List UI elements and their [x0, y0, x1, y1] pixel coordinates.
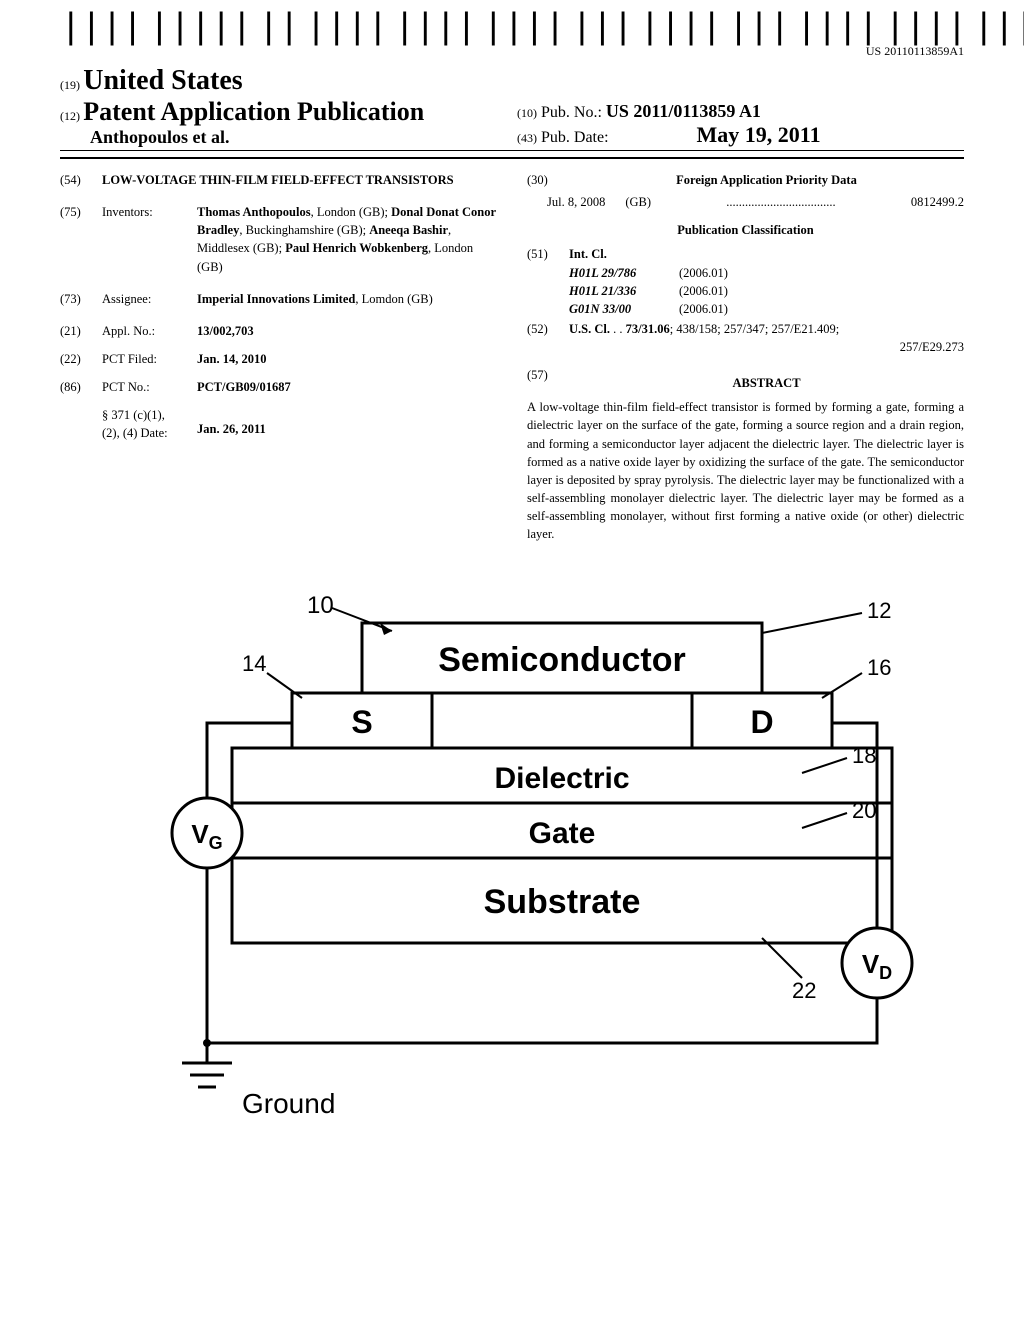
- transistor-diagram: Semiconductor S D Dielectric Gate Substr…: [60, 583, 964, 1143]
- ref-16: 16: [867, 655, 891, 680]
- ref-18: 18: [852, 743, 876, 768]
- code-75: (75): [60, 203, 102, 276]
- pub-date-label: Pub. Date:: [541, 129, 609, 146]
- field-86: (86) PCT No.: PCT/GB09/01687: [60, 378, 497, 396]
- prefix-12: (12): [60, 109, 80, 123]
- code-73: (73): [60, 290, 102, 308]
- ref-12: 12: [867, 598, 891, 623]
- label-drain: D: [750, 704, 773, 740]
- intcl-1-cls: H01L 21/336: [569, 282, 679, 300]
- label-source: S: [351, 704, 372, 740]
- label-inventors: Inventors:: [102, 203, 197, 276]
- inventors-value: Thomas Anthopoulos, London (GB); Donal D…: [197, 203, 497, 276]
- code-52: (52): [527, 320, 569, 356]
- left-column: (54) LOW-VOLTAGE THIN-FILM FIELD-EFFECT …: [60, 171, 497, 543]
- label-substrate: Substrate: [484, 883, 641, 921]
- country: United States: [83, 65, 242, 96]
- uscl-cont: 257/E29.273: [569, 338, 964, 356]
- code-86: (86): [60, 378, 102, 396]
- label-pctfiled: PCT Filed:: [102, 350, 197, 368]
- label-gate: Gate: [529, 817, 596, 850]
- uscl-first: 73/31.06: [626, 322, 670, 336]
- intcl-2-ver: (2006.01): [679, 300, 728, 318]
- right-column: (30) Foreign Application Priority Data J…: [527, 171, 964, 543]
- prefix-10: (10): [517, 106, 537, 120]
- pub-date-value: May 19, 2011: [697, 122, 821, 147]
- abstract-text: A low-voltage thin-film field-effect tra…: [527, 398, 964, 543]
- field-54: (54) LOW-VOLTAGE THIN-FILM FIELD-EFFECT …: [60, 171, 497, 189]
- assignee-value: Imperial Innovations Limited, Lomdon (GB…: [197, 290, 497, 308]
- ref-20: 20: [852, 798, 876, 823]
- label-intcl: Int. Cl.: [569, 245, 964, 263]
- foreign-heading: Foreign Application Priority Data: [569, 171, 964, 189]
- bibliographic-columns: (54) LOW-VOLTAGE THIN-FILM FIELD-EFFECT …: [60, 171, 964, 543]
- uscl-dots: . .: [613, 322, 622, 336]
- code-21: (21): [60, 322, 102, 340]
- field-73: (73) Assignee: Imperial Innovations Limi…: [60, 290, 497, 308]
- field-22: (22) PCT Filed: Jan. 14, 2010: [60, 350, 497, 368]
- foreign-country: (GB): [625, 193, 651, 211]
- code-51: (51): [527, 245, 569, 318]
- ref-22: 22: [792, 978, 816, 1003]
- label-semiconductor: Semiconductor: [438, 641, 685, 679]
- intcl-0-ver: (2006.01): [679, 264, 728, 282]
- field-30: (30) Foreign Application Priority Data: [527, 171, 964, 189]
- ref-10: 10: [307, 592, 334, 619]
- ref-14: 14: [242, 651, 266, 676]
- label-s371: § 371 (c)(1), (2), (4) Date:: [102, 406, 197, 442]
- field-51: (51) Int. Cl. H01L 29/786(2006.01) H01L …: [527, 245, 964, 318]
- authors-line: Anthopoulos et al.: [60, 127, 507, 148]
- label-vd-sub: D: [879, 963, 892, 983]
- label-vd: V: [862, 949, 880, 979]
- label-pctno: PCT No.:: [102, 378, 197, 396]
- code-22: (22): [60, 350, 102, 368]
- applno-value: 13/002,703: [197, 322, 497, 340]
- publication-type: Patent Application Publication: [83, 97, 424, 126]
- field-75: (75) Inventors: Thomas Anthopoulos, Lond…: [60, 203, 497, 276]
- label-vg-sub: G: [209, 833, 223, 853]
- title-text: LOW-VOLTAGE THIN-FILM FIELD-EFFECT TRANS…: [102, 171, 497, 189]
- field-86b: § 371 (c)(1), (2), (4) Date: Jan. 26, 20…: [60, 406, 497, 442]
- intcl-1-ver: (2006.01): [679, 282, 728, 300]
- label-uscl: U.S. Cl.: [569, 322, 610, 336]
- pctfiled-value: Jan. 14, 2010: [197, 350, 497, 368]
- code-54: (54): [60, 171, 102, 189]
- field-52: (52) U.S. Cl. . . 73/31.06; 438/158; 257…: [527, 320, 964, 356]
- header-block: (19) United States (12) Patent Applicati…: [60, 65, 964, 159]
- prefix-43: (43): [517, 131, 537, 145]
- prefix-19: (19): [60, 78, 80, 92]
- foreign-dots: ...................................: [651, 193, 911, 211]
- uscl-rest: ; 438/158; 257/347; 257/E21.409;: [670, 322, 839, 336]
- pub-no-value: US 2011/0113859 A1: [606, 101, 761, 121]
- label-ground: Ground: [242, 1088, 335, 1119]
- field-21: (21) Appl. No.: 13/002,703: [60, 322, 497, 340]
- code-30: (30): [527, 171, 569, 189]
- label-assignee: Assignee:: [102, 290, 197, 308]
- label-applno: Appl. No.:: [102, 322, 197, 340]
- label-dielectric: Dielectric: [494, 762, 629, 795]
- pctno-value: PCT/GB09/01687: [197, 378, 497, 396]
- label-vg: V: [191, 819, 209, 849]
- foreign-date: Jul. 8, 2008: [547, 193, 605, 211]
- barcode-area: |||| ||||| || |||| |||| |||| ||| |||| ||…: [60, 20, 964, 59]
- barcode-graphic: |||| ||||| || |||| |||| |||| ||| |||| ||…: [60, 20, 1024, 38]
- pubclass-heading: Publication Classification: [527, 221, 964, 239]
- pub-no-label: Pub. No.:: [541, 104, 602, 121]
- intcl-0-cls: H01L 29/786: [569, 264, 679, 282]
- intcl-2-cls: G01N 33/00: [569, 300, 679, 318]
- s371-value: Jan. 26, 2011: [197, 406, 497, 442]
- foreign-appno: 0812499.2: [911, 193, 964, 211]
- abstract-heading: ABSTRACT: [569, 374, 964, 392]
- code-57: (57): [527, 366, 569, 398]
